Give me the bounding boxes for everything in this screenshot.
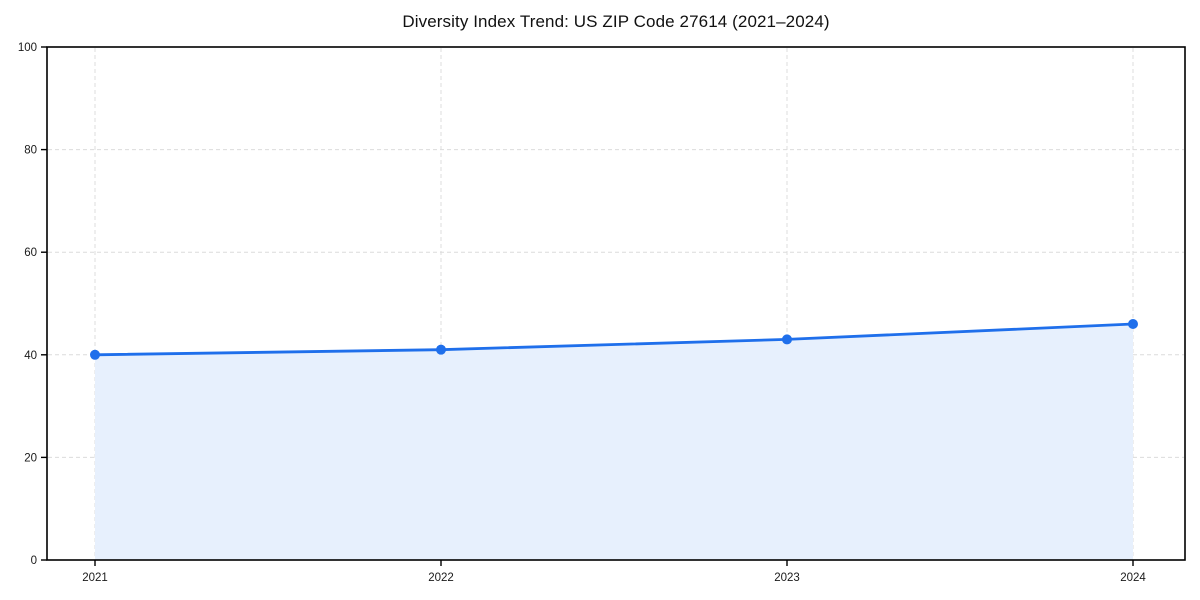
data-point xyxy=(90,349,100,360)
plot-frame xyxy=(46,46,1186,561)
y-tick-label: 100 xyxy=(18,42,37,54)
data-point xyxy=(1128,319,1138,330)
chart-title: Diversity Index Trend: US ZIP Code 27614… xyxy=(402,12,830,31)
x-tick-label: 2021 xyxy=(82,572,108,584)
area-fill xyxy=(95,324,1133,560)
trend-line xyxy=(93,322,1135,357)
x-tick-label: 2024 xyxy=(1120,572,1146,584)
y-tick-label: 60 xyxy=(24,247,37,259)
x-tick-label: 2022 xyxy=(428,572,454,584)
y-tick-label: 40 xyxy=(24,350,37,362)
data-point xyxy=(782,334,792,345)
data-point xyxy=(436,344,446,355)
x-tick-label: 2023 xyxy=(774,572,800,584)
y-tick-label: 80 xyxy=(24,145,37,157)
y-tick-label: 20 xyxy=(24,452,37,464)
y-tick-label: 0 xyxy=(31,555,37,567)
